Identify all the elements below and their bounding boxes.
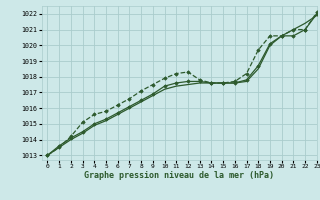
X-axis label: Graphe pression niveau de la mer (hPa): Graphe pression niveau de la mer (hPa) — [84, 171, 274, 180]
